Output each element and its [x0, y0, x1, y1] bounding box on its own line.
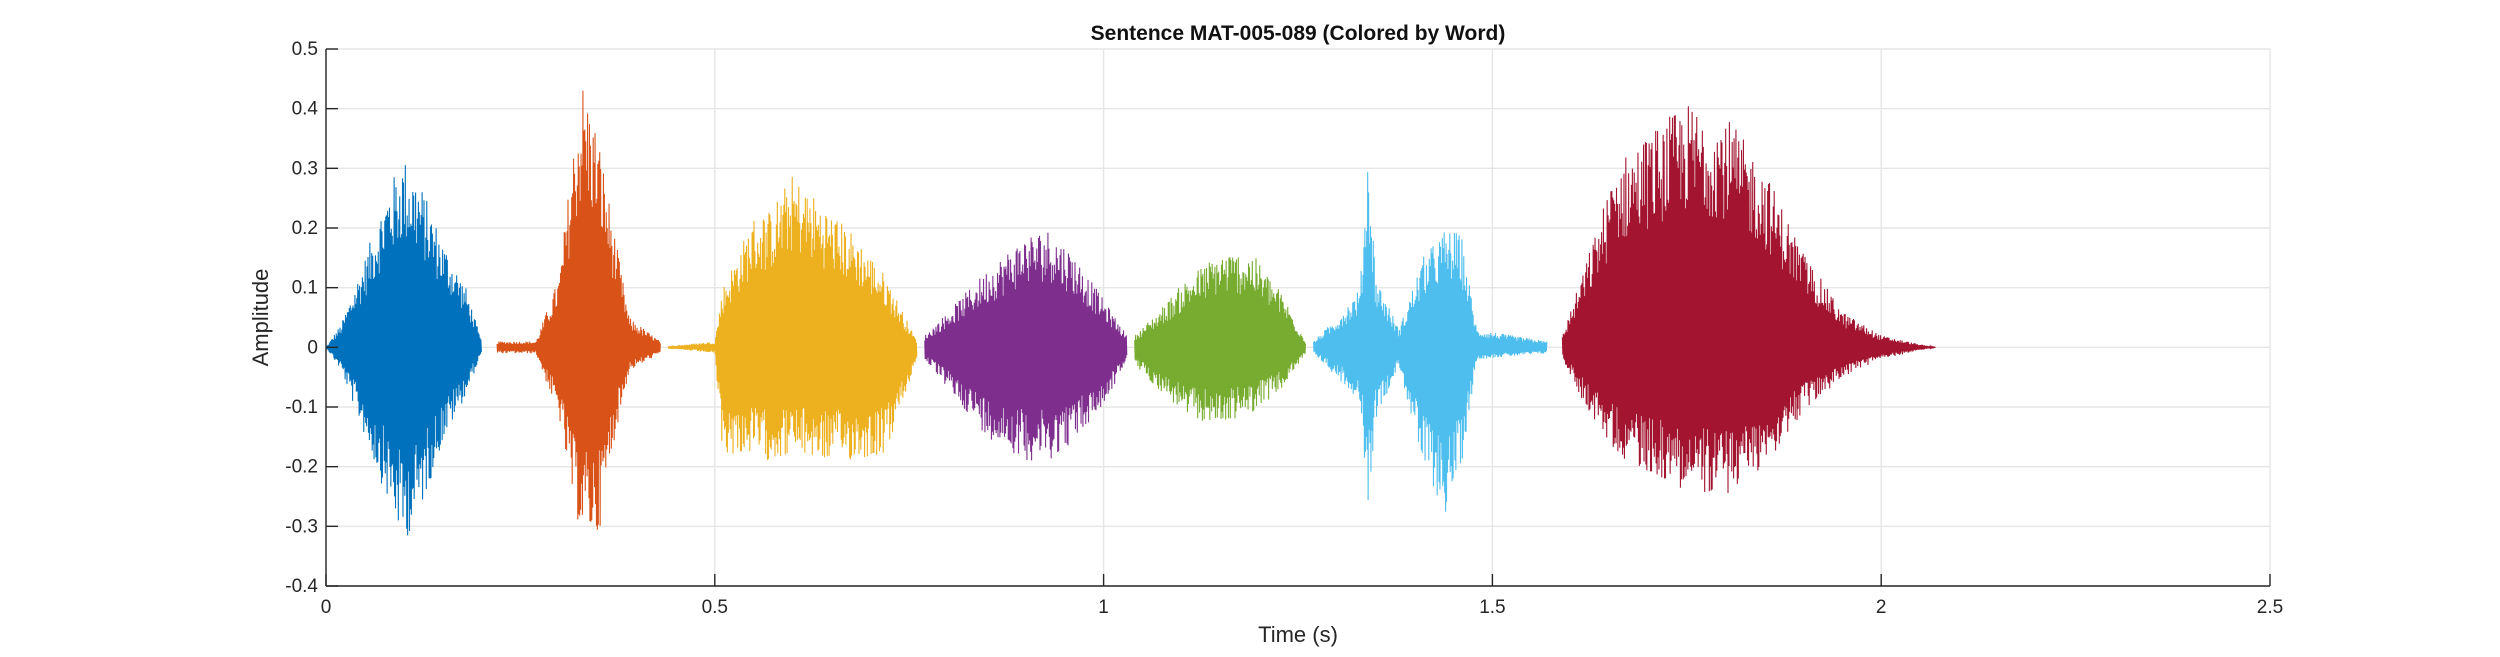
- waveform-segment-5-1: [1134, 257, 1307, 421]
- y-tick-label-5: 0.1: [292, 278, 318, 299]
- y-tick-label-9: 0.5: [292, 39, 318, 60]
- y-tick-label-4: 0: [307, 337, 318, 358]
- waveform-segment-7-1: [1561, 106, 1936, 493]
- y-tick-label-3: -0.1: [285, 397, 318, 418]
- word-waveform-3: [667, 176, 918, 460]
- word-waveform-2: [496, 90, 661, 530]
- x-tick-label-3: 1.5: [1479, 597, 1505, 618]
- word-waveform-7: [1561, 106, 1936, 493]
- word-waveform-6: [1313, 171, 1548, 512]
- waveform-series: [325, 90, 1936, 536]
- axes-frame: [325, 49, 2270, 587]
- y-tick-label-8: 0.4: [292, 99, 319, 120]
- word-waveform-1: [325, 165, 482, 536]
- y-axis-ticks: -0.4 -0.3 -0.2 -0.1 0 0.1 0.2 0.3 0.4 0.5: [285, 39, 338, 597]
- y-tick-label-6: 0.2: [292, 218, 318, 239]
- y-tick-label-7: 0.3: [292, 158, 318, 179]
- x-axis-ticks: 0 0.5 1 1.5 2 2.5: [321, 574, 2283, 618]
- x-axis-label: Time (s): [1258, 622, 1338, 647]
- x-tick-label-2: 1: [1098, 597, 1109, 618]
- y-axis-label: Amplitude: [248, 269, 273, 367]
- word-waveform-5: [1134, 257, 1307, 421]
- y-tick-label-1: -0.3: [285, 516, 318, 537]
- x-tick-label-0: 0: [321, 597, 332, 618]
- word-waveform-4: [924, 232, 1128, 461]
- chart-title: Sentence MAT-005-089 (Colored by Word): [1091, 22, 1506, 45]
- waveform-segment-6-1: [1313, 171, 1548, 512]
- y-tick-label-0: -0.4: [285, 576, 318, 597]
- waveform-segment-4-1: [924, 232, 1128, 461]
- x-tick-label-1: 0.5: [702, 597, 728, 618]
- waveform-segment-2-1: [496, 90, 661, 530]
- waveform-segment-1-1: [325, 165, 482, 536]
- x-tick-label-5: 2.5: [2257, 597, 2283, 618]
- x-tick-label-4: 2: [1876, 597, 1887, 618]
- waveform-segment-3-1: [667, 176, 918, 460]
- y-tick-label-2: -0.2: [285, 457, 318, 478]
